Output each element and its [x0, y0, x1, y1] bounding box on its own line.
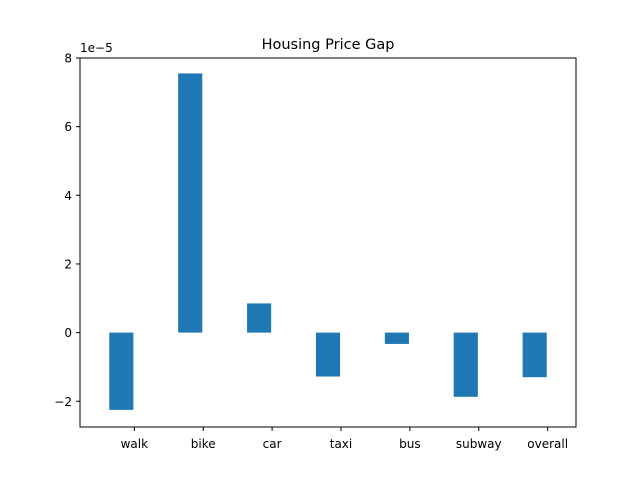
y-axis-ticks: −2 0 2 4 6 8 — [54, 52, 80, 409]
x-axis-ticks: walk bike car taxi bus subway overall — [121, 427, 568, 451]
bar-walk — [109, 332, 134, 410]
bar-subway — [453, 332, 478, 397]
y-tick-label: 6 — [64, 120, 72, 134]
y-tick-label: 4 — [64, 189, 72, 203]
chart-title: Housing Price Gap — [262, 37, 395, 53]
bar-overall — [522, 332, 547, 378]
y-tick-label: 0 — [64, 326, 72, 340]
x-tick-label: walk — [121, 437, 149, 451]
y-axis-offset-label: 1e−5 — [80, 41, 113, 55]
x-tick-label: car — [263, 437, 282, 451]
y-tick-label: −2 — [54, 395, 72, 409]
y-tick-label: 2 — [64, 257, 72, 271]
axes-frame — [79, 57, 577, 428]
x-tick-label: taxi — [330, 437, 353, 451]
bar-bike — [178, 73, 203, 333]
x-tick-label: bike — [191, 437, 216, 451]
x-tick-label: bus — [399, 437, 420, 451]
x-tick-label: overall — [527, 437, 568, 451]
y-tick-label: 8 — [64, 52, 72, 66]
bar-bus — [384, 332, 409, 344]
bar-taxi — [315, 332, 341, 377]
bar-car — [247, 303, 272, 333]
bars-layer — [109, 73, 547, 410]
x-tick-label: subway — [456, 437, 502, 451]
